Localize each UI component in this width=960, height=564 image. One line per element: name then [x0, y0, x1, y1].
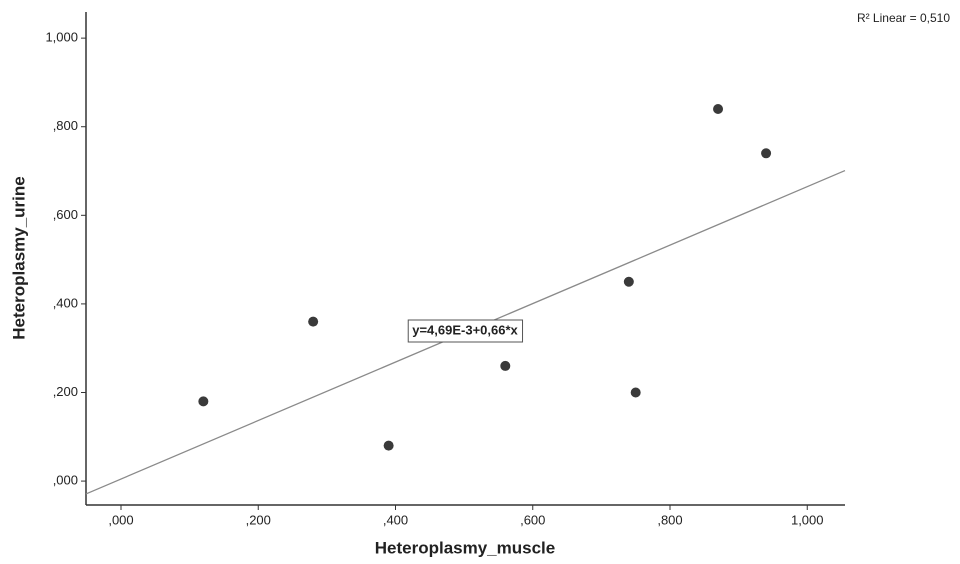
y-tick-label: 1,000 — [45, 30, 78, 45]
x-axis-title: Heteroplasmy_muscle — [375, 538, 555, 557]
r2-annotation: R² Linear = 0,510 — [857, 11, 950, 25]
point — [761, 148, 772, 159]
y-tick-label: ,000 — [53, 473, 78, 488]
y-tick-label: ,200 — [53, 384, 78, 399]
point — [630, 387, 641, 398]
point — [500, 360, 511, 371]
x-tick-label: ,200 — [246, 512, 271, 527]
y-tick-label: ,400 — [53, 295, 78, 310]
x-tick-label: ,400 — [383, 512, 408, 527]
y-tick-label: ,800 — [53, 118, 78, 133]
point — [308, 316, 319, 327]
fit-label: y=4,69E-3+0,66*x — [412, 322, 518, 337]
x-tick-label: ,600 — [520, 512, 545, 527]
point — [713, 104, 724, 115]
y-tick-label: ,600 — [53, 207, 78, 222]
y-axis-title: Heteroplasmy_urine — [9, 176, 28, 339]
point — [623, 276, 634, 287]
fit-label-box — [407, 319, 524, 343]
point — [198, 396, 209, 407]
point — [383, 440, 394, 451]
x-tick-label: 1,000 — [791, 512, 824, 527]
x-tick-label: ,000 — [108, 512, 133, 527]
x-tick-label: ,800 — [657, 512, 682, 527]
